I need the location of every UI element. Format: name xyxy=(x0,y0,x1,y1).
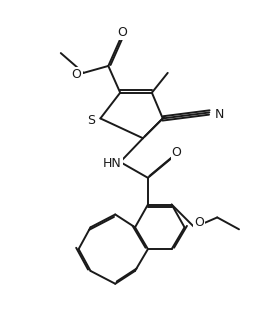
Text: N: N xyxy=(215,108,224,121)
Text: S: S xyxy=(88,114,95,127)
Text: HN: HN xyxy=(103,158,122,170)
Text: O: O xyxy=(117,26,127,39)
Text: O: O xyxy=(72,68,81,81)
Text: O: O xyxy=(172,146,182,159)
Text: O: O xyxy=(194,216,204,229)
